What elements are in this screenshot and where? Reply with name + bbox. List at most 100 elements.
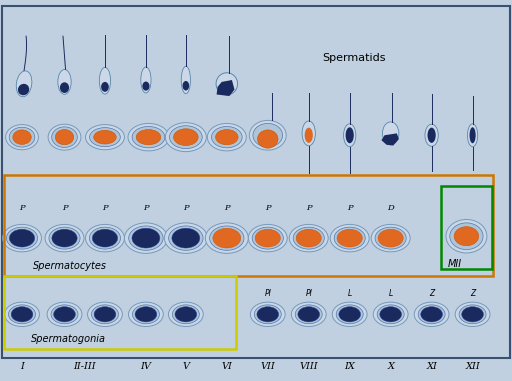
Ellipse shape (291, 302, 326, 327)
Ellipse shape (92, 305, 118, 324)
Ellipse shape (455, 302, 490, 327)
Ellipse shape (213, 228, 241, 248)
Ellipse shape (9, 127, 35, 147)
Ellipse shape (49, 227, 80, 249)
Ellipse shape (248, 224, 287, 252)
Text: V: V (182, 362, 189, 371)
Ellipse shape (182, 81, 189, 91)
Text: P: P (347, 204, 352, 212)
Ellipse shape (209, 226, 244, 250)
Ellipse shape (330, 224, 369, 252)
Text: VII: VII (261, 362, 275, 371)
Ellipse shape (254, 305, 281, 324)
Ellipse shape (380, 307, 401, 322)
Ellipse shape (101, 82, 109, 92)
Text: P: P (19, 204, 25, 212)
Text: VIII: VIII (300, 362, 318, 371)
Ellipse shape (446, 219, 487, 253)
Ellipse shape (52, 127, 77, 147)
Ellipse shape (16, 71, 32, 97)
Ellipse shape (252, 227, 283, 249)
Ellipse shape (54, 307, 75, 322)
Ellipse shape (141, 67, 151, 93)
Ellipse shape (332, 302, 367, 327)
Ellipse shape (165, 123, 206, 152)
Ellipse shape (5, 302, 39, 327)
Ellipse shape (128, 123, 169, 151)
Ellipse shape (459, 305, 486, 324)
Text: L: L (348, 289, 352, 298)
Ellipse shape (168, 226, 203, 250)
Ellipse shape (48, 124, 81, 150)
Ellipse shape (174, 129, 198, 146)
Ellipse shape (454, 227, 479, 246)
Ellipse shape (211, 126, 242, 148)
Ellipse shape (129, 226, 163, 250)
Text: P: P (183, 204, 188, 212)
Ellipse shape (3, 224, 41, 252)
Text: XII: XII (465, 362, 480, 371)
Ellipse shape (175, 307, 197, 322)
Text: L: L (389, 289, 393, 298)
Ellipse shape (6, 125, 38, 150)
Text: Z: Z (470, 289, 475, 298)
Ellipse shape (450, 223, 483, 250)
Ellipse shape (86, 224, 124, 252)
Ellipse shape (257, 307, 279, 322)
Ellipse shape (11, 307, 33, 322)
Ellipse shape (90, 227, 120, 249)
Polygon shape (217, 80, 234, 96)
Text: Spermatids: Spermatids (323, 53, 386, 63)
Text: I: I (20, 362, 24, 371)
Text: Spermatocytes: Spermatocytes (33, 261, 108, 271)
Text: XI: XI (426, 362, 437, 371)
Text: IV: IV (140, 362, 152, 371)
Ellipse shape (295, 305, 322, 324)
Ellipse shape (13, 130, 31, 144)
Ellipse shape (377, 305, 404, 324)
Ellipse shape (428, 128, 436, 143)
Polygon shape (381, 133, 399, 146)
Ellipse shape (418, 305, 445, 324)
Ellipse shape (135, 307, 157, 322)
Ellipse shape (253, 123, 283, 147)
Ellipse shape (9, 229, 35, 247)
Text: Pl: Pl (264, 289, 271, 298)
Text: P: P (306, 204, 311, 212)
Ellipse shape (169, 126, 202, 149)
Ellipse shape (133, 305, 159, 324)
Ellipse shape (255, 229, 281, 247)
Ellipse shape (339, 307, 360, 322)
Ellipse shape (55, 130, 74, 145)
Text: D: D (387, 204, 394, 212)
Ellipse shape (305, 128, 313, 143)
Ellipse shape (86, 125, 124, 150)
Ellipse shape (142, 82, 150, 91)
Ellipse shape (421, 307, 442, 322)
Ellipse shape (124, 223, 167, 253)
Ellipse shape (9, 305, 35, 324)
Ellipse shape (298, 307, 319, 322)
Ellipse shape (346, 127, 354, 143)
Ellipse shape (99, 67, 111, 94)
Ellipse shape (168, 302, 203, 327)
Ellipse shape (94, 307, 116, 322)
Text: P: P (265, 204, 270, 212)
Ellipse shape (60, 82, 69, 93)
Ellipse shape (45, 224, 84, 252)
Ellipse shape (51, 305, 78, 324)
Text: VI: VI (221, 362, 232, 371)
Ellipse shape (58, 70, 71, 94)
Ellipse shape (334, 227, 365, 249)
Ellipse shape (216, 73, 238, 95)
Ellipse shape (470, 127, 476, 143)
Ellipse shape (289, 224, 328, 252)
Ellipse shape (7, 227, 37, 249)
Ellipse shape (136, 130, 161, 145)
Text: P: P (143, 204, 148, 212)
Ellipse shape (414, 302, 449, 327)
Text: P: P (102, 204, 108, 212)
Ellipse shape (94, 130, 116, 144)
Ellipse shape (129, 302, 163, 327)
Text: II-III: II-III (73, 362, 96, 371)
